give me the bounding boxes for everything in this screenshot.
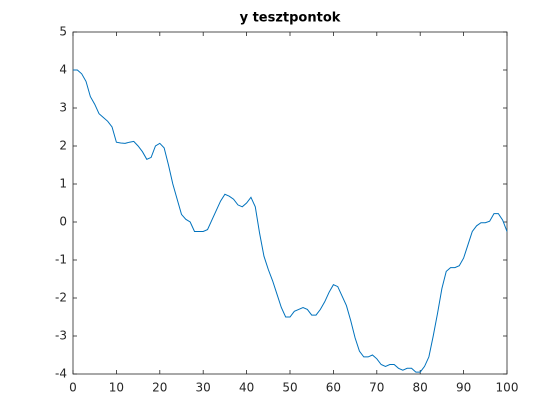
y-tick-label: 2 [59,139,67,153]
y-tick-label: -4 [55,367,67,381]
y-tick-label: 3 [59,101,67,115]
x-tick-label: 90 [456,381,471,395]
x-tick-label: 0 [69,381,77,395]
x-tick-label: 100 [496,381,519,395]
chart-title: y tesztpontok [240,11,341,26]
y-tick-label: 0 [59,215,67,229]
y-tick-label: 5 [59,25,67,39]
axes-box [72,31,508,375]
x-tick-label: 30 [196,381,211,395]
x-tick-label: 40 [239,381,254,395]
x-tick-label: 80 [413,381,428,395]
data-line [73,69,508,373]
x-tick-label: 10 [109,381,124,395]
y-tick-label: -2 [55,291,67,305]
x-tick-label: 70 [369,381,384,395]
x-tick-label: 50 [282,381,297,395]
y-tick-label: 4 [59,63,67,77]
y-tick-label: -1 [55,253,67,267]
y-tick-label: -3 [55,329,67,343]
x-tick-label: 20 [152,381,167,395]
y-tick-label: 1 [59,177,67,191]
x-tick-label: 60 [326,381,341,395]
